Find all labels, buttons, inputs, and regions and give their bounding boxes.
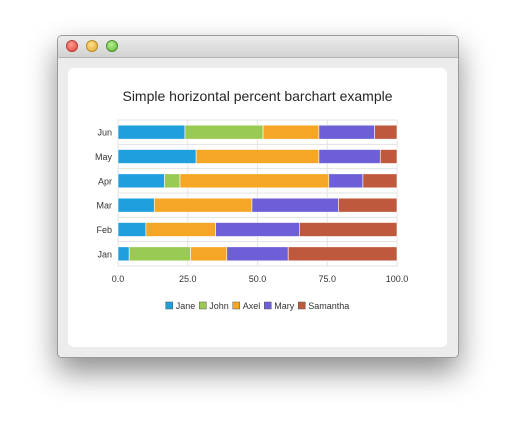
bar-segment	[179, 173, 330, 189]
bar-segment	[262, 124, 320, 140]
legend-label: John	[209, 301, 229, 311]
y-tick-label: Jan	[97, 249, 112, 259]
zoom-window-button[interactable]	[106, 40, 118, 52]
bar-segment	[251, 197, 339, 213]
legend-label: Mary	[274, 301, 294, 311]
bar-segment	[184, 124, 264, 140]
bar-segment	[374, 124, 398, 140]
x-tick-label: 100.0	[386, 274, 409, 284]
x-axis-labels: 0.0 25.0 50.0 75.0 100.0	[112, 274, 409, 284]
x-tick-label: 0.0	[112, 274, 125, 284]
percent-bar-chart: Simple horizontal percent barchart examp…	[95, 88, 409, 311]
bar-segment	[195, 149, 320, 164]
bar-segment	[145, 222, 216, 237]
bar-segment	[190, 246, 228, 262]
bar-segment	[226, 246, 289, 262]
y-tick-label: May	[95, 152, 113, 162]
legend-swatch	[298, 301, 306, 310]
y-tick-label: Feb	[96, 225, 112, 235]
bar-segment	[338, 197, 398, 213]
bar-segment	[117, 124, 186, 140]
bar-segment	[318, 149, 381, 164]
chart-view: Simple horizontal percent barchart examp…	[68, 68, 447, 347]
legend-label: Axel	[243, 301, 261, 311]
bar-segment	[117, 222, 147, 237]
bar-segment	[287, 246, 398, 262]
bar-segment	[362, 173, 398, 189]
legend-swatch	[165, 301, 173, 310]
bar-segment	[215, 222, 300, 237]
bars-layer	[117, 124, 398, 262]
bar-segment	[117, 173, 165, 189]
y-axis-labels: Jan Feb Mar Apr May Jun	[95, 128, 113, 260]
bar-segment	[153, 197, 253, 213]
bar-segment	[318, 124, 375, 140]
x-tick-label: 25.0	[179, 274, 197, 284]
x-tick-label: 75.0	[318, 274, 336, 284]
bar-segment	[128, 246, 191, 262]
bar-segment	[117, 197, 155, 213]
x-tick-label: 50.0	[249, 274, 267, 284]
y-tick-label: Jun	[97, 128, 112, 138]
grid-lines	[117, 119, 398, 267]
y-tick-label: Apr	[98, 176, 112, 186]
y-tick-label: Mar	[97, 201, 113, 211]
bar-segment	[299, 222, 398, 237]
legend: Jane John Axel Mary Samantha	[165, 301, 349, 311]
legend-swatch	[198, 301, 207, 310]
window-content: Simple horizontal percent barchart examp…	[58, 58, 458, 357]
bar-segment	[117, 149, 197, 164]
bar-segment	[117, 246, 130, 262]
legend-label: Samantha	[308, 301, 349, 311]
legend-swatch	[232, 301, 241, 310]
app-window: Simple horizontal percent barchart examp…	[57, 35, 459, 358]
minimize-window-button[interactable]	[86, 40, 98, 52]
bar-segment	[328, 173, 364, 189]
title-bar[interactable]	[58, 36, 458, 58]
bar-segment	[379, 149, 398, 164]
chart-title: Simple horizontal percent barchart examp…	[122, 88, 392, 104]
bar-segment	[164, 173, 181, 189]
legend-swatch	[264, 301, 272, 310]
legend-label: Jane	[176, 301, 196, 311]
close-window-button[interactable]	[66, 40, 78, 52]
